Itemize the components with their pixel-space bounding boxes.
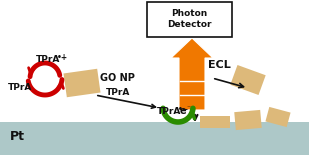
Text: TPrA: TPrA bbox=[106, 88, 130, 97]
Polygon shape bbox=[234, 110, 262, 130]
Text: TPrA: TPrA bbox=[157, 108, 181, 117]
Polygon shape bbox=[230, 65, 266, 95]
Text: Photon
Detector: Photon Detector bbox=[167, 9, 211, 29]
Text: •+: •+ bbox=[57, 53, 68, 62]
Polygon shape bbox=[200, 116, 230, 128]
Polygon shape bbox=[63, 69, 100, 97]
Polygon shape bbox=[171, 38, 213, 110]
Text: TPrA: TPrA bbox=[8, 84, 32, 93]
Polygon shape bbox=[265, 107, 290, 127]
Text: Pt: Pt bbox=[10, 131, 25, 144]
Text: •−: •− bbox=[178, 106, 189, 115]
Text: ⁻: ⁻ bbox=[186, 104, 190, 113]
FancyBboxPatch shape bbox=[146, 2, 231, 36]
Bar bbox=[0, 122, 309, 155]
Text: e: e bbox=[180, 106, 186, 116]
Text: GO NP: GO NP bbox=[100, 73, 135, 83]
Text: TPrA: TPrA bbox=[36, 55, 60, 64]
Text: ECL: ECL bbox=[208, 60, 231, 70]
